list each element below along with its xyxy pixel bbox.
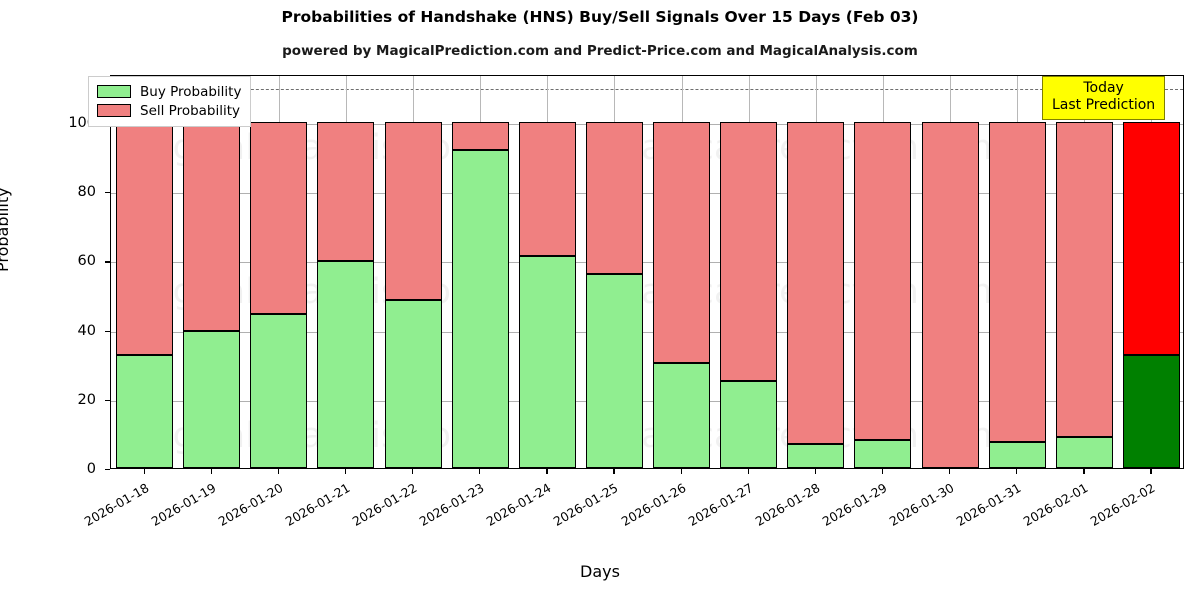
bar-segment-sell[interactable] xyxy=(116,121,174,356)
legend-item-sell: Sell Probability xyxy=(97,101,241,120)
bar-segment-sell[interactable] xyxy=(183,121,241,332)
y-axis-tick-label: 80 xyxy=(77,184,96,201)
bar-segment-sell[interactable] xyxy=(1055,121,1113,438)
gridline-horizontal xyxy=(111,331,1183,333)
bar-segment-buy[interactable] xyxy=(787,444,845,468)
x-axis-label: Days xyxy=(580,562,620,581)
gridline-horizontal xyxy=(111,123,1183,125)
bar-group[interactable] xyxy=(1055,76,1113,468)
bar-segment-sell[interactable] xyxy=(787,121,845,445)
gridline-horizontal xyxy=(111,193,1183,195)
bar-segment-buy[interactable] xyxy=(585,273,643,468)
legend-label-sell: Sell Probability xyxy=(140,102,241,119)
x-axis-tick-mark xyxy=(412,469,414,474)
y-axis-tick-label: 20 xyxy=(77,391,96,408)
plot-area: MagicalAnalysis.comMagicalPrediction.com… xyxy=(110,75,1184,469)
chart-subtitle: powered by MagicalPrediction.com and Pre… xyxy=(282,43,918,59)
legend-label-buy: Buy Probability xyxy=(140,83,242,100)
bar-segment-buy[interactable] xyxy=(1055,437,1113,468)
x-axis-tick-mark xyxy=(747,469,749,474)
x-axis-tick-mark xyxy=(1083,469,1085,474)
x-axis-tick-mark xyxy=(680,469,682,474)
bar-segment-sell[interactable] xyxy=(317,121,375,261)
x-axis-tick-mark xyxy=(210,469,212,474)
bar-group[interactable] xyxy=(921,76,979,468)
bar-group[interactable] xyxy=(854,76,912,468)
x-axis-tick-mark xyxy=(277,469,280,474)
bar-group[interactable] xyxy=(250,76,308,468)
y-axis-tick-label: 100 xyxy=(68,114,96,131)
y-axis-tick-label: 60 xyxy=(77,253,96,270)
legend-item-buy: Buy Probability xyxy=(97,82,241,101)
chart-legend: Buy Probability Sell Probability xyxy=(88,76,252,127)
y-axis-tick-label: 0 xyxy=(86,461,96,477)
reference-line xyxy=(111,89,1183,91)
y-axis-tick-mark xyxy=(105,469,110,471)
bar-segment-buy[interactable] xyxy=(653,363,711,468)
bar-segment-buy[interactable] xyxy=(1122,355,1180,468)
bar-segment-sell[interactable] xyxy=(653,121,711,364)
today-annotation-line2: Last Prediction xyxy=(1052,97,1156,114)
x-axis-tick-mark xyxy=(479,469,481,474)
bar-group[interactable] xyxy=(653,76,711,468)
bar-segment-buy[interactable] xyxy=(518,256,576,468)
x-axis-tick-mark xyxy=(1016,469,1018,474)
bar-segment-buy[interactable] xyxy=(384,300,442,468)
bar-segment-sell[interactable] xyxy=(854,121,912,441)
bar-group[interactable] xyxy=(317,76,375,468)
bar-group[interactable] xyxy=(787,76,845,468)
gridline-horizontal xyxy=(111,262,1183,264)
bar-group[interactable] xyxy=(384,76,442,468)
x-axis-tick-mark xyxy=(881,469,884,474)
x-axis-tick-mark xyxy=(814,469,817,474)
bar-segment-sell[interactable] xyxy=(921,121,979,468)
x-axis-tick-mark xyxy=(613,469,615,474)
bar-group[interactable] xyxy=(451,76,509,468)
bar-segment-buy[interactable] xyxy=(854,440,912,468)
bar-group[interactable] xyxy=(988,76,1046,468)
bar-segment-sell[interactable] xyxy=(585,121,643,274)
x-axis-tick-mark xyxy=(949,469,951,474)
bar-group[interactable] xyxy=(720,76,778,468)
x-axis-tick-mark xyxy=(546,469,548,474)
bar-segment-sell[interactable] xyxy=(988,121,1046,443)
bar-segment-sell[interactable] xyxy=(518,121,576,257)
bar-segment-sell[interactable] xyxy=(250,121,308,315)
y-axis-tick-mark xyxy=(105,399,110,402)
y-axis-tick-mark xyxy=(105,330,110,332)
x-axis-tick-mark xyxy=(1150,469,1152,474)
bar-group[interactable] xyxy=(518,76,576,468)
legend-swatch-sell-icon xyxy=(97,104,131,117)
bar-segment-buy[interactable] xyxy=(250,314,308,468)
bar-segment-buy[interactable] xyxy=(183,331,241,468)
today-annotation-line1: Today xyxy=(1083,80,1124,96)
bar-segment-buy[interactable] xyxy=(988,442,1046,468)
legend-swatch-buy-icon xyxy=(97,85,131,98)
page-title: Probabilities of Handshake (HNS) Buy/Sel… xyxy=(281,8,919,26)
bar-segment-sell[interactable] xyxy=(451,121,509,150)
bar-segment-sell[interactable] xyxy=(720,121,778,382)
bar-group[interactable] xyxy=(183,76,241,468)
bar-segment-buy[interactable] xyxy=(317,260,375,468)
bar-segment-buy[interactable] xyxy=(451,149,509,468)
bar-segment-sell[interactable] xyxy=(384,121,442,301)
bar-segment-sell[interactable] xyxy=(1122,121,1180,356)
y-axis-tick-label: 40 xyxy=(77,322,96,339)
bar-segment-buy[interactable] xyxy=(116,355,174,468)
today-annotation: Today Last Prediction xyxy=(1042,76,1166,121)
x-axis-tick-mark xyxy=(143,469,145,474)
bar-group[interactable] xyxy=(585,76,643,468)
gridline-horizontal xyxy=(111,400,1183,402)
y-axis-tick-mark xyxy=(105,192,110,194)
x-axis-tick-mark xyxy=(344,469,347,474)
bar-group[interactable] xyxy=(1122,76,1180,468)
bar-segment-buy[interactable] xyxy=(720,381,778,468)
bar-group[interactable] xyxy=(116,76,174,468)
y-axis-tick-mark xyxy=(105,261,110,263)
